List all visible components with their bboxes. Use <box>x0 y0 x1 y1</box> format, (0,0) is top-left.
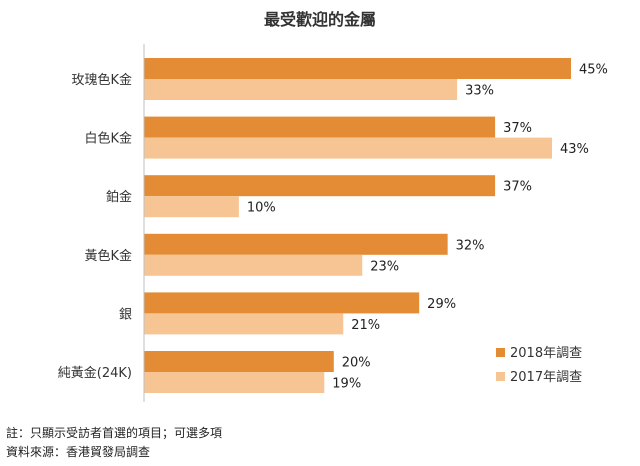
category-label: 銀 <box>119 307 132 322</box>
bar-2017-4 <box>144 313 344 335</box>
value-label: 29% <box>427 297 456 312</box>
bar-2017-3 <box>144 254 363 276</box>
value-label: 37% <box>503 121 532 136</box>
value-label: 10% <box>247 201 276 216</box>
value-label: 32% <box>456 238 485 253</box>
category-label: 白色K金 <box>84 131 132 147</box>
category-label: 純黃金(24K) <box>58 365 132 381</box>
footnotes: 註：只顯示受訪者首選的項目；可選多項 資料來源：香港貿發局調查 <box>6 424 222 462</box>
category-label: 玫瑰色K金 <box>71 72 132 88</box>
bar-2018-0 <box>144 58 571 79</box>
category-label: 鉑金 <box>106 189 132 205</box>
bar-2018-5 <box>144 351 334 372</box>
value-label: 45% <box>579 63 608 78</box>
bar-2018-3 <box>144 233 448 255</box>
value-label: 37% <box>503 180 532 195</box>
legend-entry: 2018年調查 <box>510 346 582 361</box>
value-label: 23% <box>370 259 399 274</box>
bar-2017-2 <box>144 196 239 218</box>
legend-swatch <box>496 372 505 381</box>
value-label: 33% <box>465 84 494 99</box>
chart-title: 最受歡迎的金屬 <box>263 10 376 29</box>
bar-2017-0 <box>144 79 458 100</box>
value-label: 43% <box>560 142 589 157</box>
category-label: 黃色K金 <box>84 248 132 264</box>
bar-2018-4 <box>144 292 420 314</box>
value-label: 20% <box>342 356 371 371</box>
footnote-source: 資料來源：香港貿發局調查 <box>6 445 151 459</box>
legend-swatch <box>496 348 505 357</box>
bar-2018-1 <box>144 116 496 138</box>
value-label: 21% <box>351 318 380 333</box>
footnote-note: 註：只顯示受訪者首選的項目；可選多項 <box>6 426 223 440</box>
value-label: 19% <box>332 377 361 392</box>
bar-2018-2 <box>144 175 496 197</box>
bar-2017-1 <box>144 137 553 159</box>
bar-2017-5 <box>144 372 325 393</box>
legend-entry: 2017年調查 <box>510 370 582 385</box>
